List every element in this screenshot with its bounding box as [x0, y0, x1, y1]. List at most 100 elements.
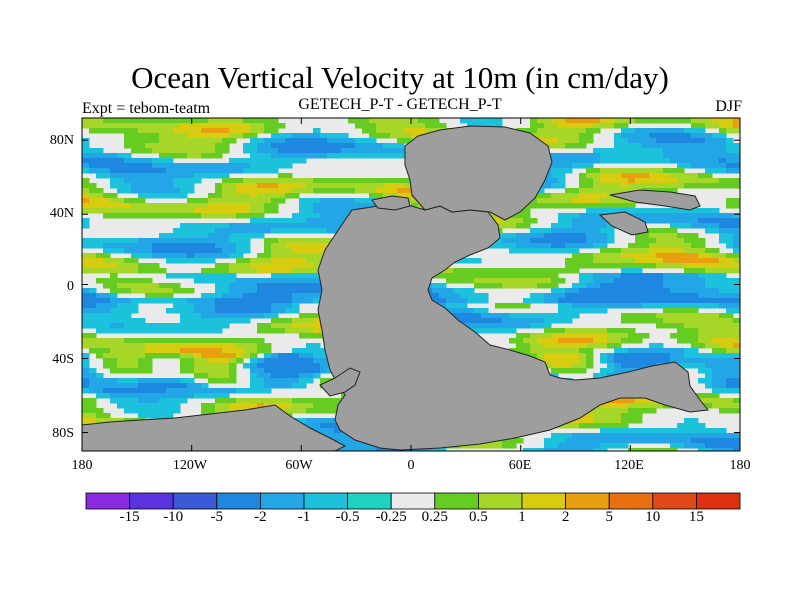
velocity-cell: [537, 293, 545, 299]
velocity-cell: [89, 118, 97, 124]
velocity-cell: [103, 343, 111, 349]
velocity-cell: [719, 343, 727, 349]
velocity-cell: [593, 228, 601, 234]
velocity-cell: [215, 133, 223, 139]
velocity-cell: [614, 173, 622, 179]
velocity-cell: [502, 238, 510, 244]
velocity-cell: [516, 268, 524, 274]
velocity-cell: [201, 223, 209, 229]
velocity-cell: [201, 293, 209, 299]
velocity-cell: [635, 303, 643, 309]
velocity-cell: [691, 428, 699, 434]
velocity-cell: [278, 403, 286, 409]
velocity-cell: [229, 118, 237, 124]
velocity-cell: [159, 283, 167, 289]
velocity-cell: [334, 183, 342, 189]
velocity-cell: [656, 303, 664, 309]
velocity-cell: [96, 263, 104, 269]
velocity-cell: [320, 133, 328, 139]
velocity-cell: [236, 338, 244, 344]
velocity-cell: [537, 448, 545, 451]
velocity-cell: [551, 343, 559, 349]
velocity-cell: [236, 163, 244, 169]
velocity-cell: [698, 118, 706, 124]
velocity-cell: [642, 288, 650, 294]
velocity-cell: [327, 423, 335, 429]
velocity-cell: [586, 233, 594, 239]
velocity-cell: [586, 343, 594, 349]
velocity-cell: [110, 238, 118, 244]
velocity-cell: [607, 123, 615, 129]
velocity-cell: [222, 248, 230, 254]
velocity-cell: [628, 168, 636, 174]
velocity-cell: [600, 433, 608, 439]
velocity-cell: [698, 178, 706, 184]
velocity-cell: [208, 273, 216, 279]
velocity-cell: [621, 358, 629, 364]
velocity-cell: [600, 168, 608, 174]
velocity-cell: [530, 228, 538, 234]
velocity-cell: [579, 438, 587, 444]
velocity-cell: [355, 118, 363, 124]
velocity-cell: [229, 188, 237, 194]
velocity-cell: [600, 223, 608, 229]
velocity-cell: [243, 213, 251, 219]
season-label: DJF: [715, 98, 742, 115]
velocity-cell: [278, 218, 286, 224]
velocity-cell: [579, 273, 587, 279]
velocity-cell: [712, 283, 720, 289]
velocity-cell: [614, 303, 622, 309]
velocity-cell: [131, 183, 139, 189]
velocity-cell: [663, 298, 671, 304]
velocity-cell: [103, 158, 111, 164]
velocity-cell: [726, 263, 734, 269]
velocity-cell: [299, 223, 307, 229]
velocity-cell: [292, 243, 300, 249]
velocity-cell: [439, 303, 447, 309]
velocity-cell: [117, 418, 125, 424]
velocity-cell: [215, 193, 223, 199]
velocity-cell: [390, 183, 398, 189]
velocity-cell: [173, 283, 181, 289]
velocity-cell: [145, 338, 153, 344]
velocity-cell: [306, 228, 314, 234]
velocity-cell: [376, 183, 384, 189]
velocity-cell: [628, 283, 636, 289]
velocity-cell: [110, 393, 118, 399]
velocity-cell: [698, 343, 706, 349]
velocity-cell: [586, 163, 594, 169]
velocity-cell: [677, 183, 685, 189]
velocity-cell: [264, 278, 272, 284]
velocity-cell: [264, 193, 272, 199]
velocity-cell: [551, 298, 559, 304]
velocity-cell: [649, 248, 657, 254]
velocity-cell: [712, 123, 720, 129]
velocity-cell: [593, 188, 601, 194]
velocity-cell: [264, 238, 272, 244]
velocity-cell: [264, 188, 272, 194]
velocity-cell: [110, 243, 118, 249]
velocity-cell: [327, 198, 335, 204]
velocity-cell: [607, 153, 615, 159]
velocity-cell: [726, 323, 734, 329]
velocity-cell: [516, 238, 524, 244]
velocity-cell: [306, 353, 314, 359]
velocity-cell: [124, 283, 132, 289]
velocity-cell: [712, 343, 720, 349]
velocity-cell: [600, 253, 608, 259]
velocity-cell: [278, 238, 286, 244]
velocity-cell: [621, 288, 629, 294]
velocity-cell: [110, 288, 118, 294]
velocity-cell: [712, 178, 720, 184]
velocity-cell: [453, 288, 461, 294]
velocity-cell: [306, 293, 314, 299]
velocity-cell: [551, 248, 559, 254]
velocity-cell: [586, 118, 594, 124]
velocity-cell: [173, 238, 181, 244]
velocity-cell: [558, 228, 566, 234]
velocity-cell: [733, 198, 740, 204]
velocity-cell: [152, 118, 160, 124]
ytick-80n: 80N: [49, 133, 74, 148]
velocity-cell: [663, 168, 671, 174]
velocity-cell: [82, 158, 90, 164]
